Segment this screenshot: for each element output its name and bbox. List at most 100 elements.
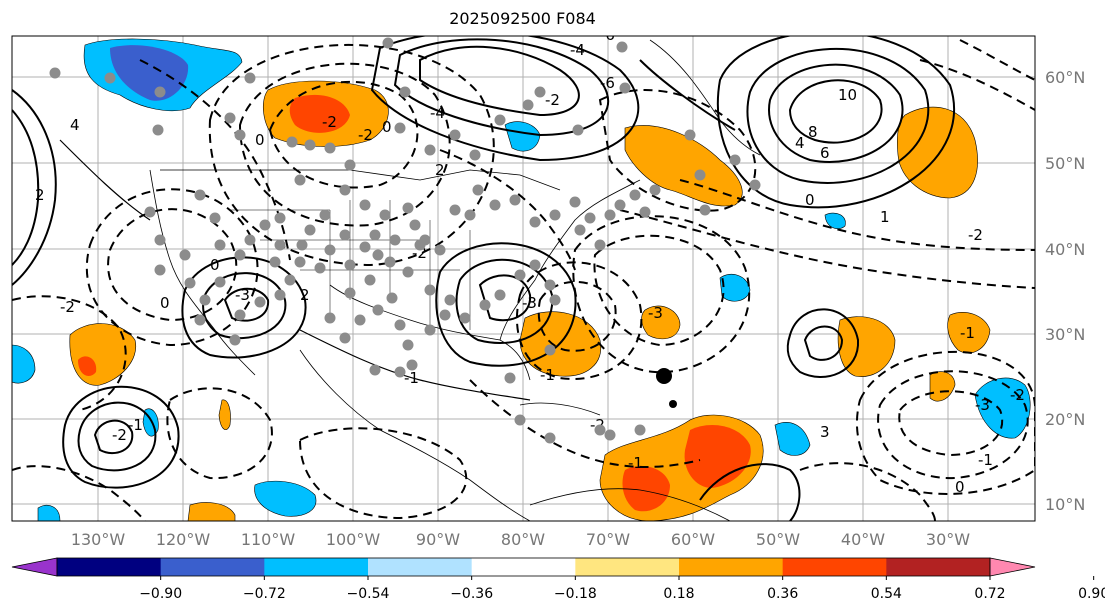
colorbar-max-extension <box>989 557 1036 577</box>
station-dot <box>399 86 411 98</box>
longitude-labels: 130°W 120°W 110°W 100°W 90°W 80°W 70°W 60°W 50°W… <box>71 530 970 549</box>
south-america-north <box>529 488 731 521</box>
station-dot <box>629 189 641 201</box>
contour-line <box>856 350 1035 495</box>
contour-line <box>679 179 1035 251</box>
station-dot <box>594 239 606 251</box>
contour-label: 0 <box>955 478 965 496</box>
colorbar-segment <box>679 558 784 576</box>
contour-line <box>298 427 468 520</box>
contour-line <box>202 272 287 340</box>
colorbar-segment <box>264 558 369 576</box>
contour-line <box>62 385 180 489</box>
latitude-label: 20°N <box>1045 410 1085 429</box>
longitude-label: 60°W <box>671 530 715 549</box>
station-dot <box>324 312 336 324</box>
north-america-west-coast <box>149 169 256 376</box>
contour-label: -2 <box>545 91 560 109</box>
station-dot <box>209 212 221 224</box>
station-dot <box>522 99 534 111</box>
east-coast <box>499 179 641 341</box>
contour-label: -1 <box>540 366 555 384</box>
colorbar-segment <box>782 558 887 576</box>
contour-line <box>393 38 609 137</box>
contour-line <box>299 329 531 401</box>
station-dot <box>244 72 256 84</box>
station-dot <box>534 86 546 98</box>
latitude-label: 10°N <box>1045 495 1085 514</box>
station-dot <box>259 219 271 231</box>
negative-anomaly-core <box>110 45 189 101</box>
positive-anomaly-area <box>929 371 956 402</box>
contour-label: -6 <box>600 74 615 92</box>
station-dot <box>224 112 236 124</box>
station-dot <box>234 249 246 261</box>
station-dot <box>184 277 196 289</box>
storm-track-marker <box>669 400 677 408</box>
station-dot <box>229 334 241 346</box>
contour-label: 0 <box>382 118 392 136</box>
station-dot <box>274 239 286 251</box>
station-dot <box>544 279 556 291</box>
colorbar-segment <box>57 558 162 576</box>
station-dot <box>479 299 491 311</box>
station-dot <box>344 259 356 271</box>
contour-line <box>537 280 617 352</box>
height-contours <box>12 36 1035 521</box>
colorbar-label: −0.72 <box>243 586 286 602</box>
longitude-label: 90°W <box>416 530 460 549</box>
station-dot <box>344 159 356 171</box>
contour-line <box>77 401 157 472</box>
station-dot <box>699 204 711 216</box>
station-dot <box>144 206 156 218</box>
colorbar-min-extension <box>11 557 58 577</box>
colorbar-label: −0.18 <box>554 586 597 602</box>
colorbar-label: −0.36 <box>450 586 493 602</box>
station-dot <box>544 344 556 356</box>
station-dot <box>544 432 556 444</box>
station-dot <box>389 234 401 246</box>
station-dot <box>424 284 436 296</box>
negative-anomaly-area <box>254 480 317 517</box>
longitude-label: 80°W <box>501 530 545 549</box>
contour-label: -3 <box>975 396 990 414</box>
state-border-line <box>260 200 471 330</box>
contour-line <box>478 274 532 322</box>
contour-line <box>268 80 419 189</box>
station-dot <box>694 169 706 181</box>
contour-label: -6 <box>600 26 615 44</box>
contour-line <box>238 62 451 227</box>
station-dot <box>572 124 584 136</box>
station-dot <box>154 86 166 98</box>
station-dot <box>344 287 356 299</box>
station-dot <box>649 184 661 196</box>
contour-label: -2 <box>1010 386 1025 404</box>
contour-line <box>12 465 146 521</box>
station-dot <box>424 144 436 156</box>
positive-anomaly-core <box>622 466 670 512</box>
contour-label: 1 <box>880 208 890 226</box>
colorbar-label: 0.18 <box>663 586 694 602</box>
contour-line <box>419 45 580 117</box>
longitude-label: 120°W <box>156 530 211 549</box>
state-borders <box>230 200 471 330</box>
contour-line <box>107 208 238 322</box>
contour-line <box>619 209 1035 289</box>
negative-contours <box>12 39 1035 521</box>
map-frame <box>11 35 1036 522</box>
contour-label: 0 <box>210 256 220 274</box>
longitude-label: 110°W <box>241 530 296 549</box>
latitude-label: 60°N <box>1045 68 1085 87</box>
station-dot <box>469 149 481 161</box>
station-dot <box>294 256 306 268</box>
contour-line <box>803 325 844 361</box>
contour-line <box>799 462 936 521</box>
positive-anomaly-area <box>947 311 991 354</box>
station-dot <box>639 206 651 218</box>
station-dot <box>372 249 384 261</box>
latitude-label: 40°N <box>1045 240 1085 259</box>
contour-label: -1 <box>960 324 975 342</box>
station-dot <box>444 294 456 306</box>
station-dot <box>254 296 266 308</box>
contour-line <box>919 59 1035 111</box>
